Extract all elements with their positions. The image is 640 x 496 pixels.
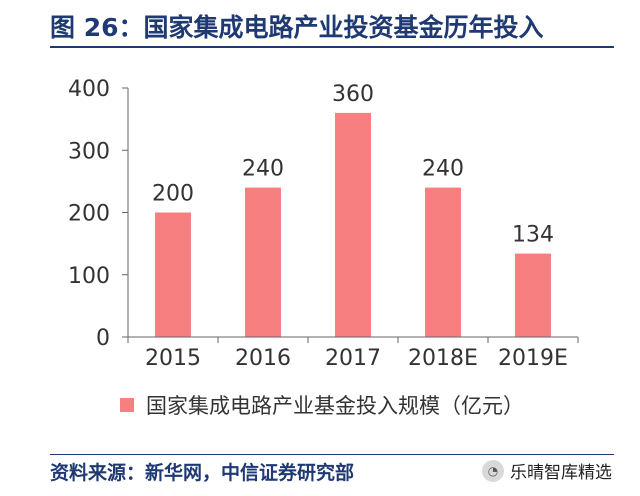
- bar-value-label: 240: [242, 157, 284, 182]
- wechat-icon: ◔: [482, 459, 504, 482]
- y-tick-label: 200: [68, 202, 110, 227]
- legend-label: 国家集成电路产业基金投入规模（亿元）: [146, 394, 524, 418]
- x-tick-label: 2018E: [408, 346, 478, 371]
- legend-swatch: [120, 398, 134, 412]
- bar: [515, 253, 551, 337]
- chart-title: 图 26：国家集成电路产业投资基金历年投入: [50, 13, 544, 42]
- bar-value-label: 360: [332, 82, 374, 107]
- brand-watermark: ◔ 乐晴智库精选: [482, 458, 612, 483]
- title-divider: [50, 46, 614, 48]
- bar-value-label: 134: [512, 223, 554, 248]
- x-tick-label: 2015: [145, 346, 201, 371]
- bar-value-label: 240: [422, 157, 464, 182]
- bar-value-label: 200: [152, 182, 194, 207]
- bars: 200 240 360 240 134: [152, 82, 554, 338]
- y-tick-label: 100: [68, 264, 110, 289]
- source-divider: [50, 454, 614, 455]
- y-tick-label: 300: [68, 139, 110, 164]
- x-tick-label: 2019E: [498, 346, 568, 371]
- legend: 国家集成电路产业基金投入规模（亿元）: [120, 390, 524, 420]
- brand-label: 乐晴智库精选: [510, 463, 612, 483]
- bar: [155, 212, 191, 337]
- bar: [425, 187, 461, 337]
- y-tick-label: 0: [96, 326, 110, 351]
- y-tick-label: 400: [68, 77, 110, 102]
- bar: [245, 187, 281, 337]
- x-axis: 2015 2016 2017 2018E 2019E: [127, 336, 579, 371]
- source-note: 资料来源：新华网，中信证券研究部: [50, 462, 355, 484]
- x-tick-label: 2016: [235, 346, 291, 371]
- bar: [335, 112, 371, 338]
- y-axis: 0 100 200 300 400: [68, 77, 129, 351]
- x-tick-label: 2017: [325, 346, 381, 371]
